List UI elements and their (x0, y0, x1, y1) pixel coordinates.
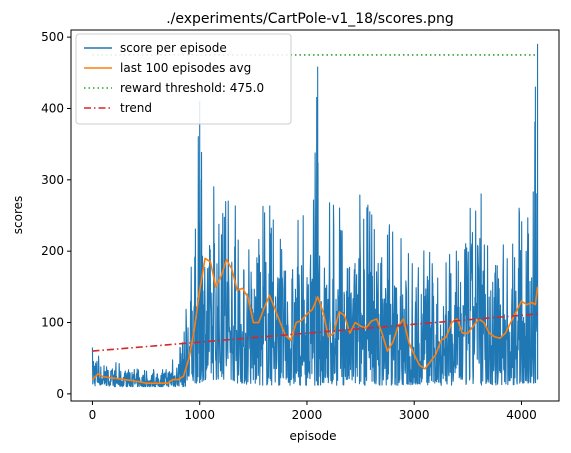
y-tick-label: 500 (41, 30, 64, 44)
chart-title: ./experiments/CartPole-v1_18/scores.png (166, 11, 454, 27)
series-last-100-episodes-avg (91, 257, 539, 384)
legend-label: last 100 episodes avg (120, 61, 251, 75)
x-tick-label: 2000 (292, 408, 323, 422)
y-tick-label: 300 (41, 173, 64, 187)
y-tick-label: 0 (56, 387, 64, 401)
x-tick-label: 4000 (506, 408, 537, 422)
series-trend (92, 313, 538, 352)
y-axis-label: scores (11, 196, 25, 235)
y-tick-label: 400 (41, 101, 64, 115)
y-axis: 0 100 200 300 400 500 (41, 30, 71, 401)
x-tick-label: 0 (89, 408, 97, 422)
x-axis: 0 1000 2000 3000 4000 (89, 401, 537, 422)
x-tick-label: 3000 (399, 408, 430, 422)
x-axis-label: episode (290, 429, 337, 443)
legend: score per episode last 100 episodes avg re… (75, 33, 292, 125)
legend-label: score per episode (120, 41, 227, 55)
legend-label: reward threshold: 475.0 (120, 81, 264, 95)
y-tick-label: 200 (41, 244, 64, 258)
x-tick-label: 1000 (184, 408, 215, 422)
legend-label: trend (120, 101, 152, 115)
y-tick-label: 100 (41, 316, 64, 330)
plot-frame (70, 29, 560, 402)
legend-box (75, 33, 292, 125)
